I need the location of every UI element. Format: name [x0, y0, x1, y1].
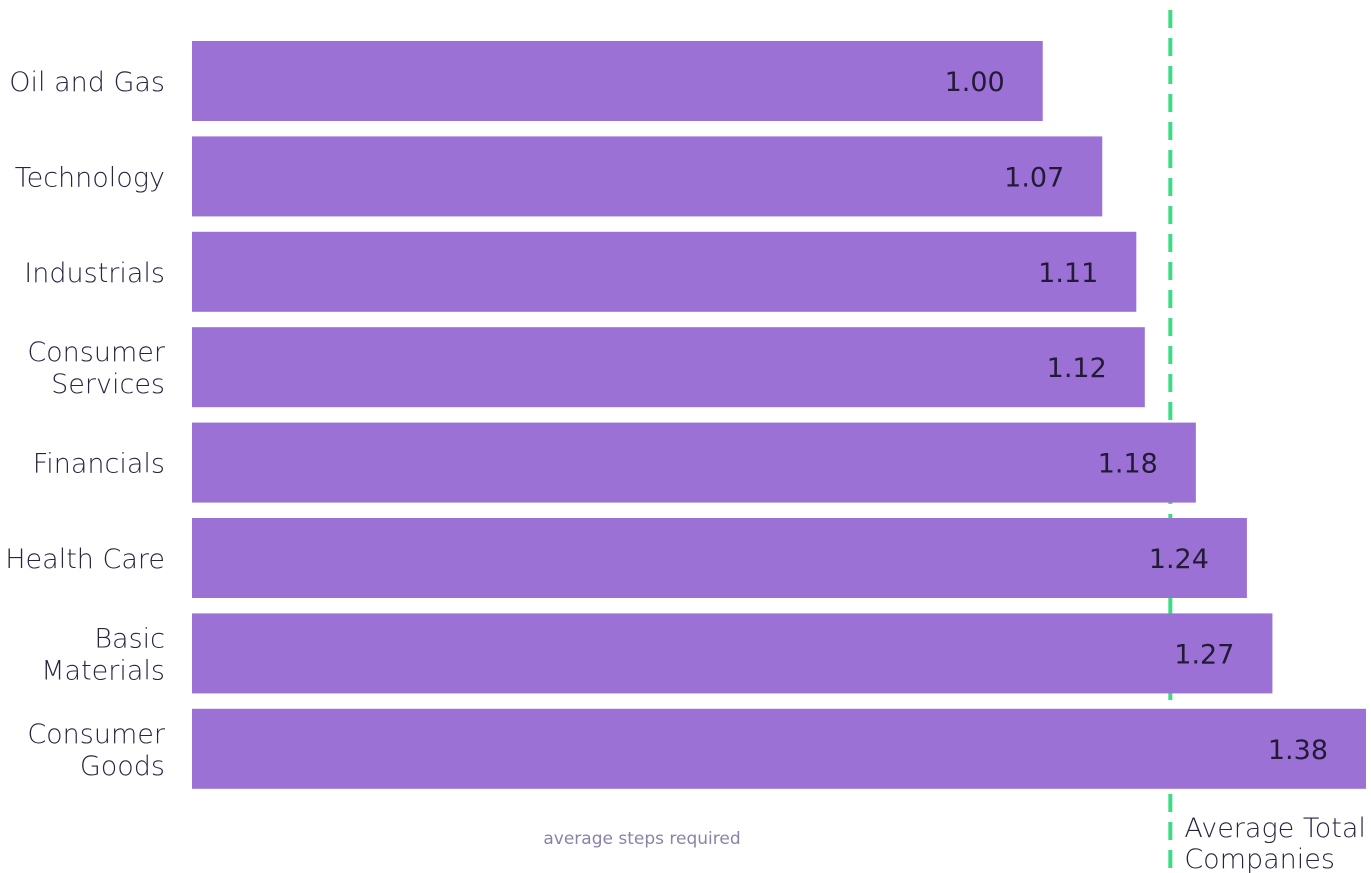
bar-technology [192, 136, 1103, 217]
bar-value-label: 1.11 [1038, 258, 1098, 289]
bar-oil-and-gas [192, 41, 1043, 121]
category-label: Consumer Services [27, 337, 166, 400]
bar-financials [192, 422, 1196, 503]
x-axis-label: average steps required [543, 829, 740, 849]
bar-industrials [192, 231, 1137, 312]
bar-value-label: 1.38 [1268, 735, 1328, 766]
category-label: Technology [15, 162, 165, 193]
bar-value-label: 1.24 [1149, 544, 1209, 575]
category-label: Financials [33, 449, 165, 480]
bar-value-label: 1.12 [1047, 353, 1107, 384]
bar-consumer-goods [192, 708, 1366, 789]
category-label: Oil and Gas [9, 67, 165, 98]
reference-line-label: Average Total Companies [1184, 813, 1366, 873]
bar-health-care [192, 518, 1247, 598]
category-label: Basic Materials [41, 623, 165, 686]
bars-group [192, 41, 1366, 789]
bar-consumer-services [192, 327, 1145, 408]
category-label: Industrials [24, 258, 165, 289]
category-label: Health Care [5, 544, 165, 575]
bar-value-label: 1.00 [945, 67, 1005, 98]
bar-value-label: 1.27 [1174, 639, 1234, 670]
bar-value-label: 1.18 [1098, 449, 1158, 480]
bar-basic-materials [192, 613, 1273, 694]
category-label: Consumer Goods [27, 719, 166, 782]
bar-value-label: 1.07 [1004, 162, 1064, 193]
labels-group: 1.00 Oil and Gas 1.07 Technology 1.11 Industr… [5, 67, 1366, 873]
